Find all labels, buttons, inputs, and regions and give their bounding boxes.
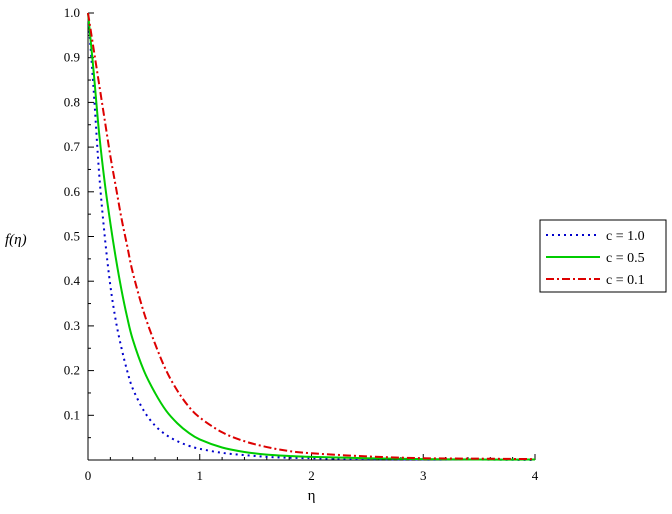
series-lines [87,12,536,461]
y-tick-label: 0.9 [64,50,80,65]
y-tick-label: 0.7 [64,139,81,154]
y-tick-label: 0.2 [64,363,80,378]
legend-box [539,219,667,293]
x-tick-label: 0 [85,468,92,483]
y-axis-label: f(η) [5,232,27,248]
y-tick-label: 0.8 [64,94,80,109]
y-tick-label: 0.4 [64,273,81,288]
y-tick-label: 0.1 [64,407,80,422]
legend-label-1: c = 1.0 [606,229,645,244]
y-tick-label: 0.3 [64,318,80,333]
legend-label-2: c = 0.5 [606,251,645,266]
series-line-2 [87,12,536,461]
x-tick-label: 1 [197,468,204,483]
x-tick-label: 4 [532,468,539,483]
legend-label-3: c = 0.1 [606,273,645,288]
y-tick-label: 0.6 [64,184,81,199]
legend: c = 1.0 c = 0.5 c = 0.1 [539,219,667,293]
x-tick-label: 3 [420,468,427,483]
x-axis-label: η [308,488,316,504]
x-tick-label: 2 [308,468,315,483]
y-tick-label: 1.0 [64,5,80,20]
series-line-3 [87,12,536,461]
tick-labels: 0.1 0.2 0.3 0.4 0.5 0.6 0.7 0.8 0.9 1.0 0 1 2 3 4 [64,5,539,483]
y-tick-label: 0.5 [64,229,80,244]
